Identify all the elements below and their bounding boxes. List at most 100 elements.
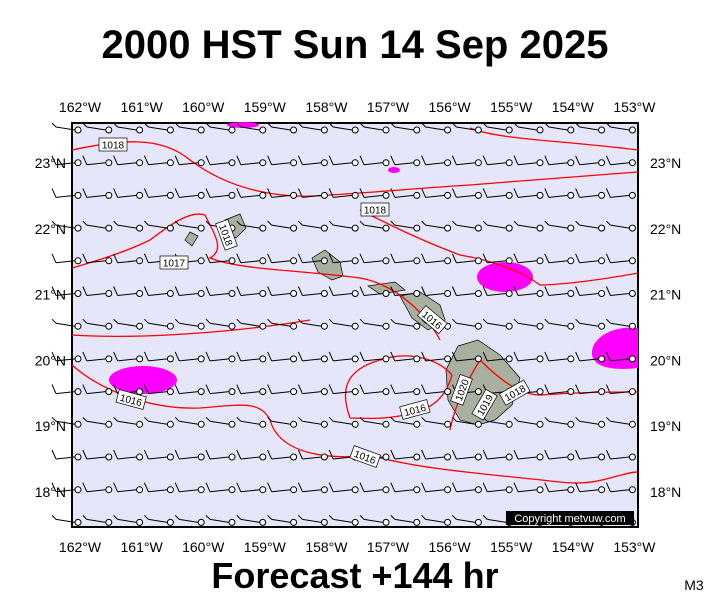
station	[598, 126, 606, 134]
station	[598, 191, 606, 199]
barb-shaft	[517, 194, 538, 198]
barb-feather	[606, 318, 611, 324]
barb-feather	[236, 449, 242, 460]
barb-feather	[113, 318, 118, 324]
barb-feather	[421, 515, 426, 520]
barb-shaft	[579, 456, 599, 460]
barb-shaft	[363, 489, 384, 493]
barb-shaft	[610, 456, 630, 460]
barb-shaft	[271, 518, 291, 523]
barb-shaft	[117, 518, 137, 523]
station	[166, 420, 174, 428]
corner-label: M3	[684, 577, 704, 593]
barb-feather	[113, 122, 118, 128]
station	[228, 486, 236, 494]
barb-shaft	[548, 260, 568, 264]
station	[290, 486, 298, 494]
barb-shaft	[55, 518, 76, 523]
station	[351, 486, 359, 494]
labels: 162°W 162°W 161°W 161°W 160°W 160°W 159°W 159°W…	[35, 99, 682, 555]
lat-label: 22°N	[650, 221, 681, 237]
station	[136, 290, 144, 297]
barb-shaft	[517, 224, 538, 229]
barb-feather	[544, 318, 550, 324]
barb-feather	[482, 449, 488, 460]
barb-feather	[205, 122, 211, 128]
barb-feather	[544, 384, 550, 394]
station	[536, 191, 544, 199]
barb-shaft	[209, 518, 230, 523]
barb-feather	[451, 155, 457, 165]
station	[382, 518, 390, 526]
barb-shaft	[333, 420, 353, 425]
barb-shaft	[610, 162, 630, 166]
barb-feather	[390, 351, 396, 362]
barb-feather	[174, 155, 180, 165]
barb-shaft	[517, 293, 538, 296]
barb-feather	[205, 318, 211, 324]
barb-feather	[359, 155, 365, 165]
lon-label: 159°W	[244, 99, 287, 115]
barb-shaft	[209, 322, 230, 327]
station	[536, 453, 544, 461]
barb-feather	[297, 155, 303, 165]
barb-feather	[328, 220, 334, 226]
barb-feather	[297, 286, 303, 296]
station	[505, 224, 513, 232]
barb-feather	[297, 188, 303, 198]
barb-feather	[575, 384, 581, 394]
station	[105, 322, 113, 330]
barb-feather	[174, 416, 180, 422]
barb-shaft	[271, 420, 291, 425]
station	[290, 224, 298, 232]
station	[320, 126, 328, 134]
station	[382, 453, 390, 461]
station	[567, 322, 575, 330]
barb-feather	[452, 515, 457, 520]
station	[228, 518, 236, 526]
barb-feather	[605, 482, 611, 492]
barb-feather	[390, 155, 396, 165]
barb-feather	[575, 318, 580, 324]
lon-label: 157°W	[367, 99, 410, 115]
barb-shaft	[302, 260, 322, 264]
barb-shaft	[487, 194, 507, 198]
barb-feather	[51, 188, 57, 198]
barb-feather	[513, 122, 519, 128]
station	[413, 159, 421, 167]
station	[351, 224, 359, 232]
station	[136, 355, 144, 363]
station	[505, 290, 513, 297]
barb-shaft	[548, 489, 568, 493]
barb-shaft	[456, 162, 476, 166]
barb-shaft	[517, 489, 538, 493]
barb-feather	[451, 449, 457, 460]
barb-feather	[297, 253, 303, 264]
barb-shaft	[148, 518, 168, 523]
barb-shaft	[271, 260, 291, 264]
barb-feather	[605, 188, 611, 198]
barb-feather	[236, 220, 242, 226]
barb-feather	[482, 515, 488, 520]
barb-shaft	[548, 293, 568, 296]
barb-shaft	[271, 489, 291, 493]
barb-feather	[143, 286, 149, 296]
lat-label: 18°N	[650, 484, 681, 500]
station	[351, 290, 359, 297]
station	[197, 191, 205, 199]
barb-feather	[143, 449, 149, 460]
barb-feather	[482, 482, 488, 492]
station	[136, 224, 144, 232]
barb-shaft	[579, 391, 599, 395]
barb-shaft	[271, 162, 291, 166]
barb-feather	[390, 515, 396, 520]
station	[351, 191, 359, 199]
barb-feather	[390, 318, 396, 324]
barb-feather	[544, 220, 550, 226]
barb-feather	[328, 384, 334, 394]
barb-shaft	[179, 391, 199, 395]
barb-shaft	[86, 489, 106, 493]
barb-shaft	[456, 358, 476, 362]
barb-feather	[328, 449, 334, 460]
station	[505, 486, 513, 494]
